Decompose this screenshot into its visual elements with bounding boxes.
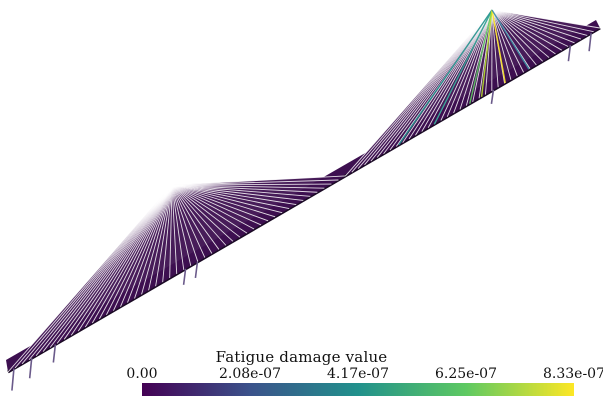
cable (421, 9, 493, 132)
cable (106, 184, 173, 316)
cable (491, 9, 582, 40)
left-tower-cable-fan (7, 175, 346, 373)
cable (171, 184, 311, 197)
cable (171, 184, 283, 214)
cable (171, 184, 199, 262)
cable (171, 184, 248, 234)
cable (113, 184, 173, 311)
pier (11, 368, 15, 391)
cable (63, 184, 173, 340)
cable (491, 9, 588, 36)
cable (171, 184, 304, 201)
cable (127, 184, 173, 303)
cable (491, 9, 512, 80)
pier (182, 268, 187, 285)
cable (148, 184, 173, 291)
cable (171, 184, 220, 250)
colorbar (142, 383, 574, 396)
cable (491, 9, 550, 58)
damage-hotspots (398, 9, 530, 146)
cable (370, 9, 493, 162)
hotspot-cable (480, 9, 493, 97)
cable (491, 9, 594, 33)
cable (171, 184, 297, 205)
cable (35, 184, 173, 356)
pier (490, 89, 495, 105)
colorbar-tick-1: 2.08e-07 (218, 366, 282, 382)
cable (171, 184, 255, 230)
pier (567, 45, 572, 62)
cable (14, 184, 173, 369)
cable (171, 184, 206, 258)
cable (155, 184, 173, 287)
cable (28, 184, 173, 361)
pier (28, 358, 33, 379)
colorbar-tick-4: 8.33e-07 (542, 366, 603, 382)
cable (91, 184, 173, 324)
cable (171, 184, 192, 266)
cable (491, 9, 499, 88)
cable (169, 184, 173, 279)
cable (171, 184, 318, 193)
cable (56, 184, 173, 344)
cable (171, 184, 241, 238)
hotspot-cable (491, 9, 506, 84)
cable (141, 184, 173, 295)
cable (21, 184, 173, 365)
pier (52, 344, 57, 363)
cable (491, 9, 537, 66)
cable (171, 184, 178, 274)
colorbar-title: Fatigue damage value (215, 348, 388, 366)
cable (383, 9, 493, 155)
cable (491, 9, 601, 29)
hotspot-cable (433, 9, 493, 125)
bridge-piers (11, 33, 592, 391)
pier (194, 261, 199, 279)
cable (171, 184, 325, 189)
cable (491, 9, 544, 62)
cable (70, 184, 173, 336)
cable (459, 9, 493, 110)
cable (84, 184, 173, 328)
cable (77, 184, 173, 332)
hotspot-cable (398, 9, 493, 146)
cable (171, 184, 185, 270)
cable (491, 9, 563, 51)
cable (415, 9, 493, 136)
cable (171, 184, 269, 222)
cable (376, 9, 493, 158)
cable (171, 175, 346, 186)
cable (134, 184, 173, 299)
cable (491, 9, 525, 73)
hotspot-cable (469, 9, 493, 104)
cable (446, 9, 493, 117)
colorbar-tick-0: 0.00 (126, 366, 158, 382)
cable (171, 184, 276, 218)
cable (491, 9, 569, 47)
cable (120, 184, 173, 307)
cable (491, 9, 556, 55)
cable (162, 184, 173, 283)
hotspot-cable (491, 9, 530, 70)
cable (491, 9, 518, 77)
cable (491, 9, 575, 44)
cable (171, 184, 290, 210)
colorbar-tick-3: 6.25e-07 (434, 366, 498, 382)
cable (171, 184, 213, 254)
cable (171, 183, 332, 186)
pier (588, 33, 592, 52)
cable (171, 184, 227, 246)
cable (408, 9, 493, 140)
cable (49, 184, 173, 348)
cable (171, 179, 339, 186)
cable (453, 9, 493, 114)
cable (171, 184, 262, 226)
colorbar-tick-2: 4.17e-07 (326, 366, 390, 382)
cable (389, 9, 493, 151)
cable (42, 184, 173, 352)
cable (98, 184, 173, 320)
cable (171, 184, 234, 242)
